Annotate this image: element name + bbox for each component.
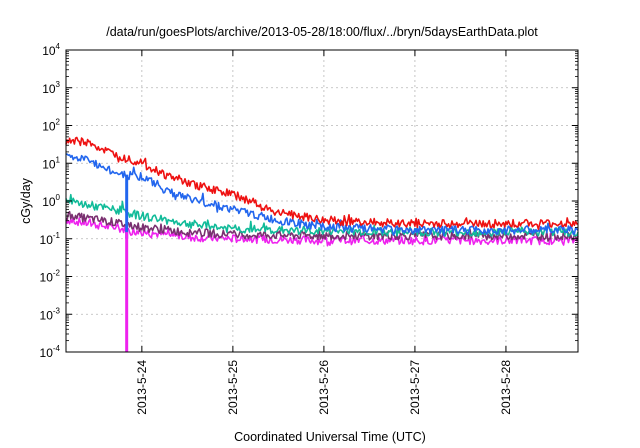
series-layer bbox=[65, 136, 579, 352]
y-tick-label: 101 bbox=[42, 155, 60, 171]
x-tick-label: 2013-5-28 bbox=[499, 360, 513, 415]
series-line bbox=[65, 216, 579, 247]
series-line bbox=[65, 153, 579, 237]
chart-title: /data/run/goesPlots/archive/2013-05-28/1… bbox=[106, 25, 538, 39]
series-line bbox=[65, 136, 579, 231]
y-axis-label: cGy/day bbox=[19, 177, 33, 224]
y-tick-label: 10-3 bbox=[40, 306, 61, 322]
y-tick-labels: 10-4 10-3 10-2 10-1 100 101 102 103 104 bbox=[40, 42, 61, 360]
x-tick-label: 2013-5-26 bbox=[317, 360, 331, 415]
x-tick-label: 2013-5-25 bbox=[226, 360, 240, 415]
x-axis-label: Coordinated Universal Time (UTC) bbox=[234, 430, 426, 444]
y-tick-label: 10-4 bbox=[40, 344, 61, 360]
x-tick-label: 2013-5-27 bbox=[408, 360, 422, 415]
series-line bbox=[65, 210, 579, 242]
x-tick-label: 2013-5-24 bbox=[135, 360, 149, 415]
y-tick-label: 104 bbox=[42, 42, 60, 58]
y-tick-label: 103 bbox=[42, 80, 60, 96]
tick-marks bbox=[66, 49, 578, 353]
y-tick-label: 102 bbox=[42, 118, 60, 134]
y-tick-label: 10-1 bbox=[40, 231, 61, 247]
y-tick-label: 100 bbox=[42, 193, 60, 209]
x-tick-labels: 2013-5-24 2013-5-25 2013-5-26 2013-5-27 2013… bbox=[135, 360, 513, 415]
grid-lines bbox=[66, 50, 578, 352]
y-tick-label: 10-2 bbox=[40, 269, 61, 285]
series-line bbox=[65, 193, 579, 237]
